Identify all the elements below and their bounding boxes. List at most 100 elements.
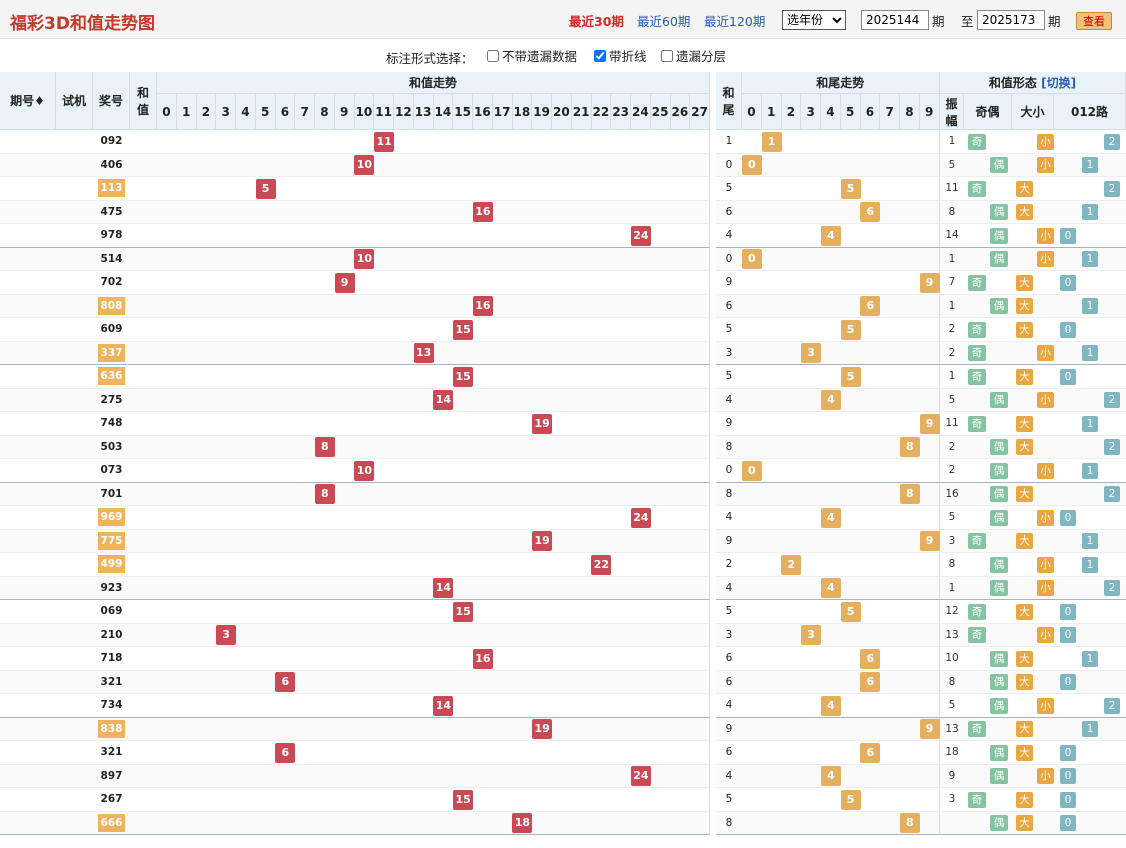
even-marker: 偶	[990, 650, 1008, 667]
option-no-omission[interactable]: 不带遗漏数据	[487, 46, 577, 65]
form-title: 和值形态	[988, 76, 1037, 90]
sum-axis-label: 15	[453, 94, 473, 130]
sum-axis-label: 9	[334, 94, 355, 130]
no-omission-checkbox[interactable]	[487, 49, 499, 62]
tail-ball-marker: 6	[860, 202, 881, 223]
tail-ball-marker: 0	[741, 249, 762, 270]
from-issue-input[interactable]	[861, 10, 929, 30]
sum-cell	[130, 647, 157, 671]
sum-cell	[130, 459, 157, 483]
issue-cell	[0, 224, 56, 248]
omission-layer-checkbox[interactable]	[661, 49, 673, 62]
sum-axis-label: 25	[650, 94, 671, 130]
trial-cell	[56, 388, 93, 412]
with-line-checkbox[interactable]	[594, 49, 606, 62]
amplitude-value: 11	[945, 182, 959, 194]
prize-number: 499	[97, 555, 126, 573]
recent-30-link[interactable]: 最近30期	[569, 14, 624, 29]
sum-cell	[130, 482, 157, 506]
tail-ball-marker: 5	[840, 789, 861, 810]
year-select[interactable]: 选年份	[782, 10, 846, 30]
recent-120-link[interactable]: 最近120期	[704, 14, 766, 29]
sum-cell	[130, 788, 157, 812]
amplitude-value: 1	[948, 299, 956, 312]
sum-axis-label: 3	[216, 94, 236, 130]
odd-marker: 奇	[968, 533, 986, 550]
sum-ball-marker: 15	[453, 789, 474, 810]
sum-ball-marker: 14	[433, 390, 454, 411]
trial-cell	[56, 177, 93, 201]
prize-cell: 499	[93, 553, 130, 577]
form-row	[940, 764, 1126, 788]
prize-number: 321	[100, 746, 123, 758]
tail-axis-label: 1	[761, 94, 782, 130]
switch-link[interactable]: [切换]	[1041, 76, 1077, 90]
issue-cell	[0, 529, 56, 553]
big-marker: 大	[1016, 368, 1033, 385]
sum-cell	[130, 529, 157, 553]
trial-cell	[56, 647, 93, 671]
tail-trend-row	[742, 670, 940, 694]
sum-trend-row	[157, 412, 710, 436]
col-issue: 期号♦	[0, 72, 56, 130]
road-marker: 2	[1104, 180, 1120, 197]
query-button[interactable]: 查看	[1076, 12, 1112, 30]
to-issue-input[interactable]	[977, 10, 1045, 30]
option-omission-layer[interactable]: 遗漏分层	[661, 46, 726, 65]
issue-cell	[0, 435, 56, 459]
form-row	[940, 177, 1126, 201]
big-marker: 大	[1016, 791, 1033, 808]
sum-ball-marker: 15	[453, 366, 474, 387]
tail-axis-label: 0	[742, 94, 762, 130]
road-marker: 2	[1104, 439, 1120, 456]
sum-trend-row	[157, 741, 710, 765]
sum-trend-row	[157, 271, 710, 295]
tail-ball-marker: 9	[919, 413, 940, 434]
tail-trend-row	[742, 412, 940, 436]
trial-cell	[56, 318, 93, 342]
odd-marker: 奇	[968, 274, 986, 291]
issue-cell	[0, 600, 56, 624]
tail-trend-row	[742, 130, 940, 154]
sum-trend-row	[157, 224, 710, 248]
tail-ball-marker: 4	[820, 390, 841, 411]
small-marker: 小	[1037, 697, 1054, 714]
col-sum-trend: 和值走势	[157, 72, 710, 94]
tail-ball-marker: 4	[820, 766, 841, 787]
sum-cell	[130, 600, 157, 624]
recent-60-link[interactable]: 最近60期	[637, 14, 691, 29]
road-marker: 0	[1060, 815, 1076, 832]
road-marker: 0	[1060, 227, 1076, 244]
tail-ball-marker: 5	[840, 178, 861, 199]
tail-ball-marker: 2	[781, 554, 802, 575]
sum-ball-marker: 24	[630, 766, 651, 787]
sum-cell	[130, 670, 157, 694]
small-marker: 小	[1037, 133, 1054, 150]
sum-cell	[130, 247, 157, 271]
sum-axis-label: 14	[433, 94, 454, 130]
tail-ball-marker: 8	[899, 484, 920, 505]
issue-cell	[0, 247, 56, 271]
option-with-line[interactable]: 带折线	[594, 46, 647, 65]
tail-cell: 3	[716, 623, 742, 647]
road-marker: 0	[1060, 674, 1076, 691]
sum-cell	[130, 811, 157, 835]
col-trial: 试机	[56, 72, 93, 130]
big-marker: 大	[1016, 603, 1033, 620]
trial-cell	[56, 365, 93, 389]
trial-cell	[56, 435, 93, 459]
amplitude-value: 2	[948, 323, 956, 335]
sum-trend-row	[157, 177, 710, 201]
prize-number: 275	[100, 393, 123, 406]
form-row	[940, 576, 1126, 600]
odd-marker: 奇	[968, 603, 986, 620]
amplitude-value: 5	[948, 511, 956, 523]
tail-cell: 5	[716, 600, 742, 624]
sum-axis-label: 8	[315, 94, 335, 130]
trial-cell	[56, 741, 93, 765]
sum-cell	[130, 294, 157, 318]
small-marker: 小	[1037, 227, 1054, 244]
sum-ball-marker: 24	[630, 507, 651, 528]
sum-ball-marker: 14	[433, 695, 454, 716]
